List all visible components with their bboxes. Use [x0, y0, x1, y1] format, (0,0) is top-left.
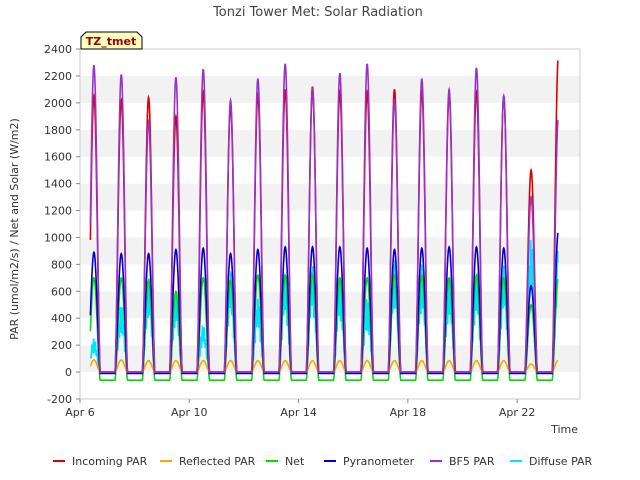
chart-title: Tonzi Tower Met: Solar Radiation	[212, 5, 423, 20]
y-tick-label: 1600	[44, 151, 72, 164]
series-line-pyranometer	[89, 232, 559, 375]
grid-band	[80, 49, 580, 76]
x-tick-label: Apr 14	[280, 406, 317, 419]
x-tick-label: Apr 10	[171, 406, 208, 419]
grid-band	[80, 264, 580, 292]
legend-label: Pyranometer	[343, 455, 415, 468]
legend-item: Diffuse PAR	[510, 455, 593, 468]
legend-label: Diffuse PAR	[529, 455, 593, 468]
legend-item: Reflected PAR	[160, 455, 256, 468]
grid-band	[80, 183, 580, 211]
x-tick-label: Apr 6	[65, 406, 95, 419]
y-tick-label: 200	[51, 339, 72, 352]
grid-band	[80, 210, 580, 238]
y-tick-label: 2200	[44, 70, 72, 83]
y-axis-label: PAR (umol/m2/s) / Net and Solar (W/m2)	[8, 118, 21, 340]
grid-band	[80, 345, 580, 373]
legend-item: Incoming PAR	[53, 455, 148, 468]
y-tick-label: -200	[47, 393, 72, 406]
legend-label: Net	[285, 455, 305, 468]
grid-band	[80, 75, 580, 103]
legend-item: Pyranometer	[324, 455, 415, 468]
grid-band	[80, 129, 580, 157]
series-lines	[89, 60, 559, 381]
grid-band	[80, 102, 580, 130]
x-tick-label: Apr 18	[390, 406, 427, 419]
legend: Incoming PAR Reflected PAR Net Pyranometer B…	[53, 455, 593, 468]
legend-label: BF5 PAR	[449, 455, 495, 468]
plot-area	[79, 48, 581, 400]
legend-item: Net	[266, 455, 305, 468]
y-tick-label: 2000	[44, 97, 72, 110]
y-tick-label: 400	[51, 312, 72, 325]
y-tick-label: 1400	[44, 178, 72, 191]
x-axis-ticks: Apr 6 Apr 10 Apr 14 Apr 18 Apr 22	[65, 399, 535, 419]
grid-band	[80, 237, 580, 265]
y-tick-label: 800	[51, 258, 72, 271]
grid-band	[80, 156, 580, 184]
x-tick-label: Apr 22	[499, 406, 536, 419]
legend-label: Reflected PAR	[179, 455, 256, 468]
legend-item: BF5 PAR	[430, 455, 495, 468]
legend-label: Incoming PAR	[72, 455, 148, 468]
y-tick-label: 600	[51, 285, 72, 298]
y-axis-ticks: -200 0 200 400 600 800 1000 1200 1400 1600 1800 200…	[44, 43, 80, 406]
series-line-bf5-par	[89, 63, 559, 373]
site-annotation-text: TZ_tmet	[86, 35, 136, 48]
y-tick-label: 1000	[44, 231, 72, 244]
grid-bands	[80, 49, 580, 399]
grid-band	[80, 291, 580, 319]
grid-band	[80, 318, 580, 346]
y-tick-label: 1200	[44, 205, 72, 218]
site-annotation-badge: TZ_tmet	[80, 31, 143, 50]
y-tick-label: 0	[65, 366, 72, 379]
y-tick-label: 2400	[44, 43, 72, 56]
x-axis-label: Time	[550, 423, 578, 436]
y-tick-label: 1800	[44, 124, 72, 137]
grid-band	[80, 372, 580, 399]
